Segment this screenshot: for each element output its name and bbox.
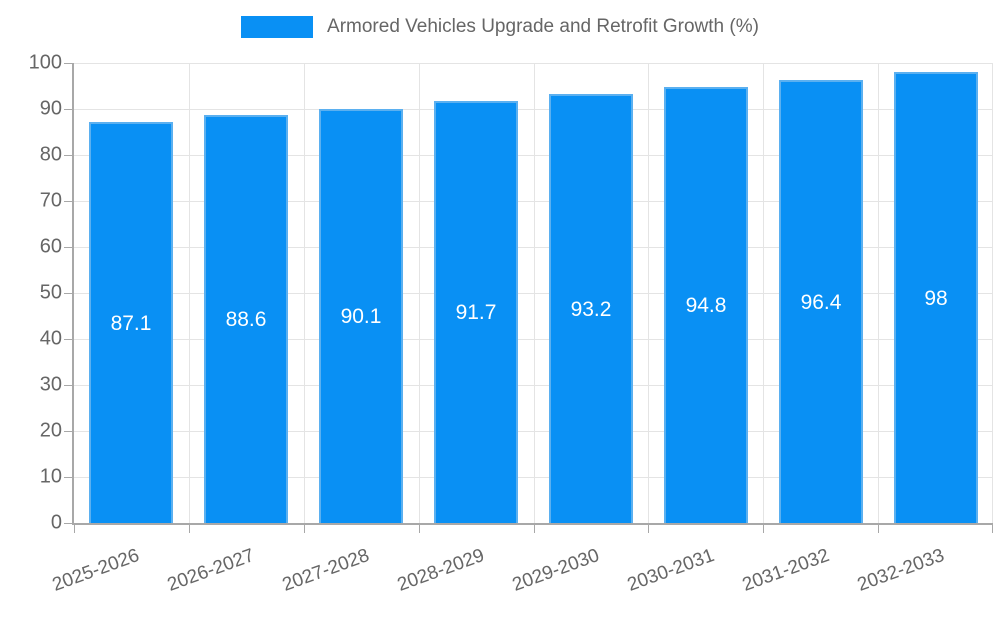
bar-value-label: 90.1: [340, 305, 382, 328]
y-axis-tick: [64, 200, 72, 202]
x-gridline: [648, 63, 650, 523]
bar-value-label: 87.1: [110, 311, 152, 335]
y-axis-line: [72, 63, 74, 525]
y-axis-tick: [64, 62, 72, 64]
bar: 87.1: [89, 122, 173, 523]
x-gridline: [303, 63, 305, 523]
y-axis-tick: [64, 108, 72, 110]
y-tick-label: 60: [39, 235, 62, 258]
x-tick-label: 2028-2029: [394, 545, 488, 596]
x-gridline: [992, 63, 993, 523]
bar: 91.7: [434, 101, 518, 523]
y-tick-label: 100: [28, 51, 62, 74]
y-tick-label: 90: [39, 97, 62, 120]
x-gridline: [418, 63, 420, 523]
x-tick-label: 2026-2027: [164, 545, 258, 596]
x-axis-tick: [418, 525, 420, 533]
x-gridline: [533, 63, 535, 523]
x-tick-label: 2029-2030: [509, 545, 603, 596]
y-tick-label: 70: [39, 189, 62, 212]
y-tick-label: 40: [39, 327, 62, 350]
x-tick-label: 2031-2032: [739, 545, 832, 596]
legend-swatch: [241, 16, 314, 38]
x-axis-tick: [188, 525, 190, 533]
x-tick-label: 2032-2033: [854, 545, 947, 596]
x-axis-tick: [648, 525, 650, 533]
bar-value-label: 88.6: [225, 308, 267, 331]
y-tick-label: 80: [39, 143, 62, 166]
y-tick-label: 30: [39, 373, 62, 396]
legend-label: Armored Vehicles Upgrade and Retrofit Gr…: [327, 16, 759, 37]
x-gridline: [878, 63, 880, 523]
bar: 88.6: [204, 115, 288, 523]
bar: 93.2: [549, 94, 633, 523]
x-axis-tick: [992, 525, 993, 533]
bar-chart: Armored Vehicles Upgrade and Retrofit Gr…: [0, 16, 1000, 596]
x-axis-tick: [763, 525, 765, 533]
y-tick-label: 0: [50, 511, 62, 534]
x-axis-tick: [74, 525, 75, 533]
y-axis-tick: [64, 476, 72, 478]
bar: 96.4: [779, 80, 863, 523]
y-tick-label: 10: [39, 465, 62, 488]
y-tick-label: 50: [39, 281, 62, 304]
x-axis-line: [72, 523, 993, 525]
bar-value-label: 91.7: [455, 301, 497, 324]
plot-area: 87.1 88.6 90.1 91.7 93.2 94.8 96.4 98 0 10 20 30 40…: [29, 52, 993, 596]
y-tick-label: 20: [39, 419, 62, 442]
y-axis-tick: [64, 522, 72, 524]
x-gridline: [188, 63, 190, 523]
x-axis-tick: [533, 525, 535, 533]
bar: 98: [894, 72, 978, 523]
y-axis-tick: [64, 292, 72, 294]
y-axis-tick: [64, 154, 72, 156]
bar-value-label: 94.8: [685, 294, 727, 317]
chart-legend: Armored Vehicles Upgrade and Retrofit Gr…: [0, 16, 1000, 38]
y-axis-tick: [64, 246, 72, 248]
x-axis-tick: [303, 525, 305, 533]
x-axis-tick: [878, 525, 880, 533]
x-tick-label: 2027-2028: [279, 545, 373, 596]
bar-value-label: 98: [924, 286, 948, 310]
bar-value-label: 96.4: [800, 290, 842, 314]
x-tick-label: 2030-2031: [624, 545, 717, 596]
bar: 90.1: [319, 109, 403, 523]
y-axis-tick: [64, 430, 72, 432]
y-axis-tick: [64, 338, 72, 340]
bar: 94.8: [664, 87, 748, 523]
y-axis-tick: [64, 384, 72, 386]
x-gridline: [763, 63, 765, 523]
bar-value-label: 93.2: [570, 297, 612, 321]
